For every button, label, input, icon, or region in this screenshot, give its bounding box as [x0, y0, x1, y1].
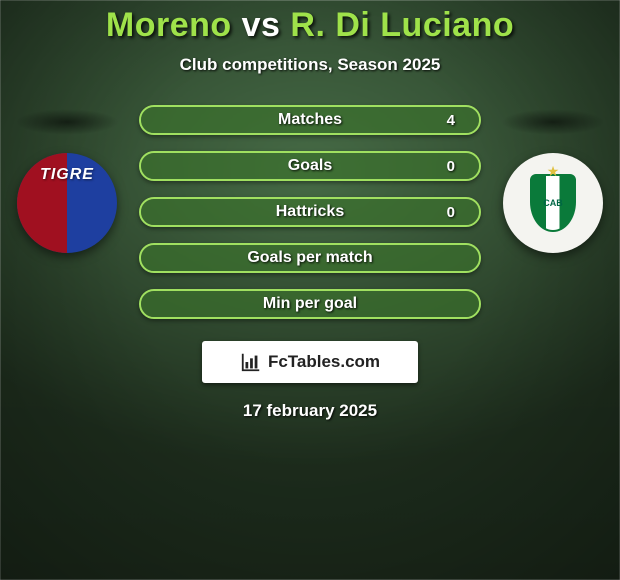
stat-value-right: 0: [447, 204, 455, 221]
date-text: 17 february 2025: [0, 401, 620, 421]
club-name-left: TIGRE: [40, 166, 94, 184]
stat-row-matches: Matches 4: [139, 105, 481, 135]
comparison-arena: TIGRE Matches 4 Goals 0 Hattricks 0 Goals per …: [0, 105, 620, 319]
brand-text: FcTables.com: [268, 352, 380, 372]
star-icon: ★: [547, 163, 560, 180]
player-shadow-left: [15, 109, 119, 135]
content: Moreno vs R. Di Luciano Club competition…: [0, 0, 620, 580]
chart-icon: [240, 351, 262, 373]
page-title: Moreno vs R. Di Luciano: [0, 0, 620, 45]
player-shadow-right: [501, 109, 605, 135]
fill-left: [141, 153, 310, 179]
stat-row-goals: Goals 0: [139, 151, 481, 181]
club-shield-right: CAB: [530, 174, 576, 232]
club-badge-right: ★ CAB: [503, 153, 603, 253]
club-badge-left: TIGRE: [17, 153, 117, 253]
title-player2: R. Di Luciano: [290, 6, 514, 44]
stat-row-min-per-goal: Min per goal: [139, 289, 481, 319]
stat-label: Matches: [278, 111, 342, 129]
stat-bars: Matches 4 Goals 0 Hattricks 0 Goals per match M…: [139, 105, 481, 319]
title-vs: vs: [242, 6, 281, 44]
stat-value-right: 4: [447, 112, 455, 129]
subtitle: Club competitions, Season 2025: [0, 55, 620, 75]
stat-label: Hattricks: [276, 203, 344, 221]
stat-label: Goals per match: [247, 249, 372, 267]
stat-row-hattricks: Hattricks 0: [139, 197, 481, 227]
club-name-right: CAB: [543, 198, 563, 208]
right-side: ★ CAB: [499, 105, 607, 319]
stat-value-right: 0: [447, 158, 455, 175]
stat-label: Min per goal: [263, 295, 357, 313]
title-player1: Moreno: [106, 6, 232, 44]
stat-label: Goals: [288, 157, 332, 175]
stat-row-goals-per-match: Goals per match: [139, 243, 481, 273]
left-side: TIGRE: [13, 105, 121, 319]
brand-badge[interactable]: FcTables.com: [202, 341, 418, 383]
